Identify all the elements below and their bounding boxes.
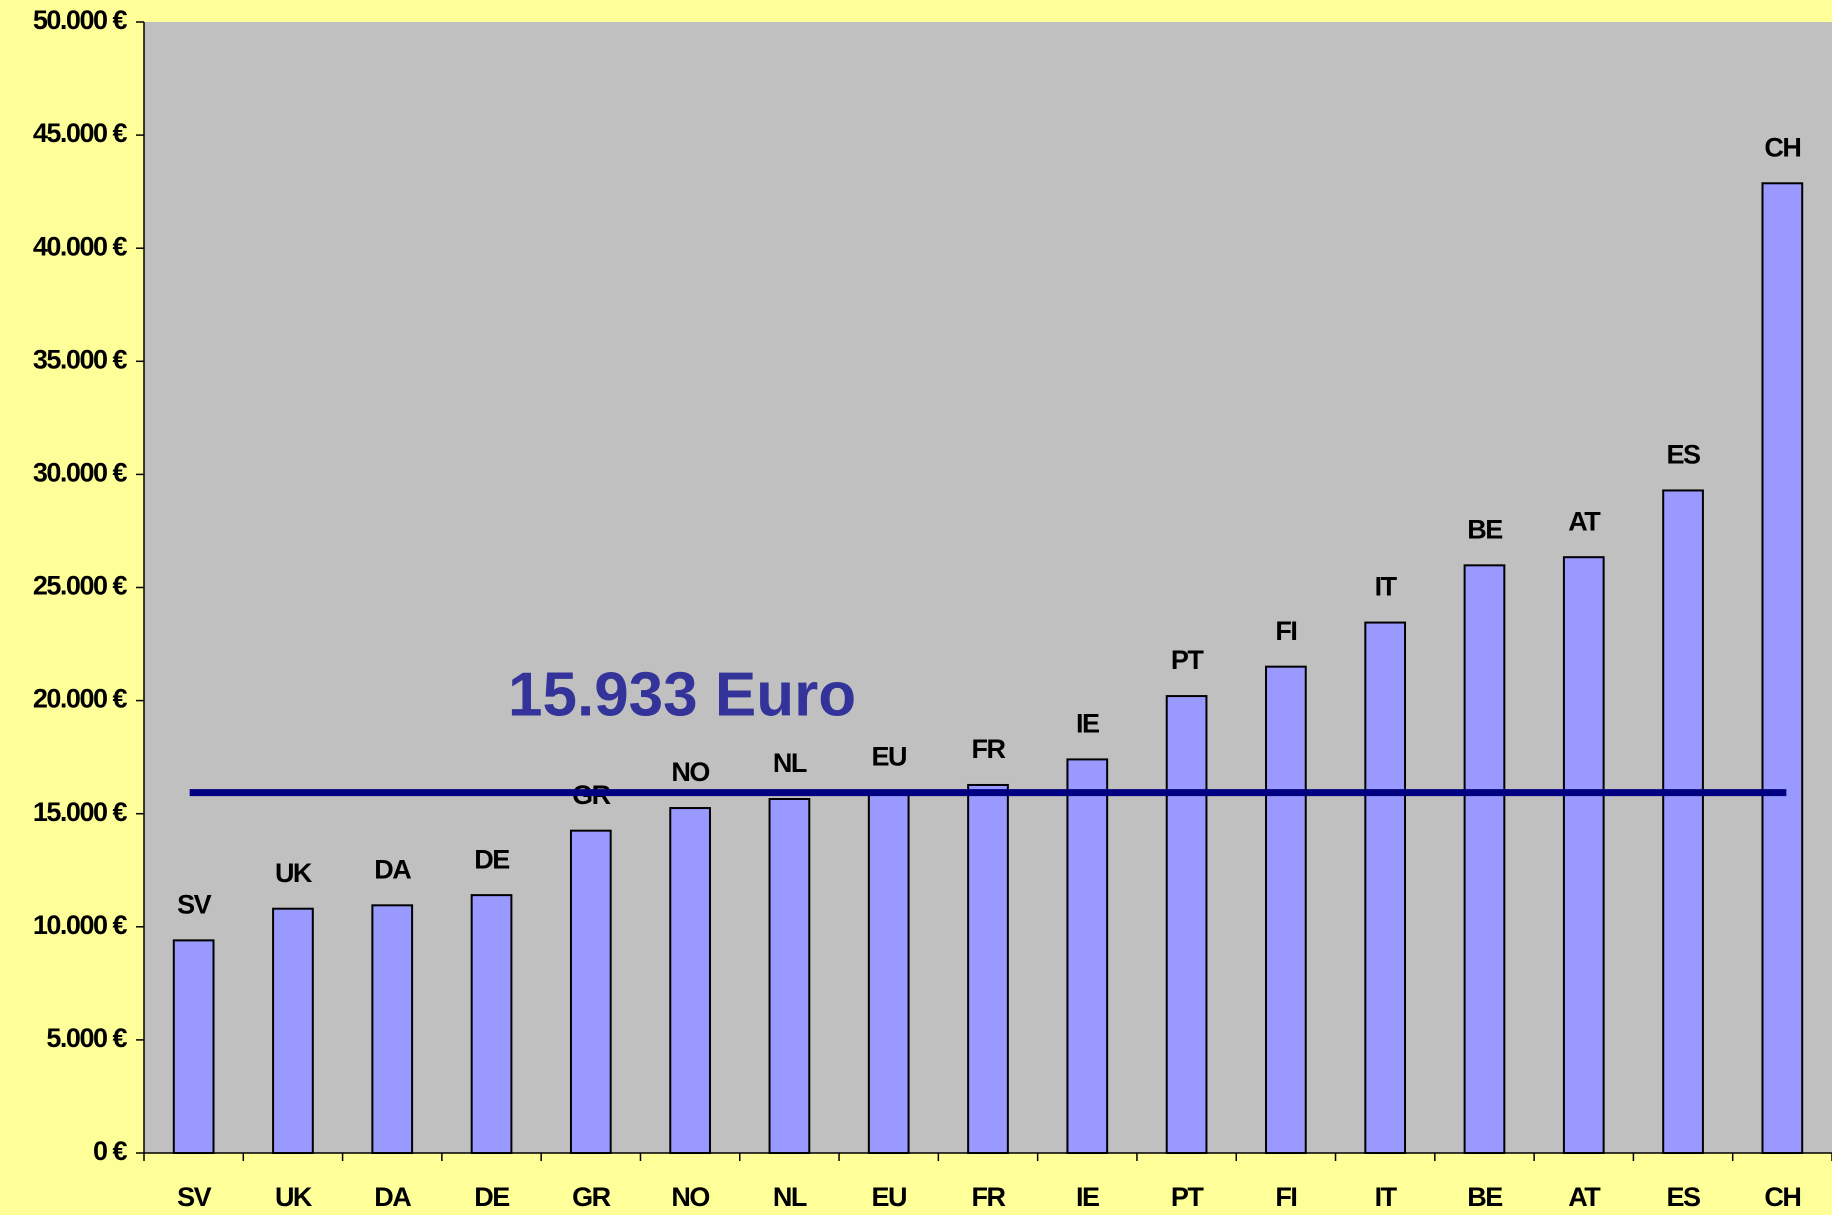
x-tick-label: CH (1764, 1182, 1800, 1212)
x-tick-label: GR (572, 1182, 611, 1212)
y-tick-label: 25.000 € (33, 571, 128, 601)
x-tick-label: UK (275, 1182, 313, 1212)
x-tick-label: DA (374, 1182, 411, 1212)
bar-label: IT (1375, 572, 1398, 602)
x-tick-label: IT (1375, 1182, 1398, 1212)
y-tick-label: 20.000 € (33, 684, 128, 714)
bar (470, 894, 513, 1155)
x-tick-label: DE (474, 1182, 509, 1212)
bar (1265, 665, 1307, 1154)
bar-label: NL (773, 748, 807, 778)
bar (768, 797, 811, 1154)
bar (569, 829, 612, 1154)
bar (1463, 564, 1506, 1154)
bar-label: NO (671, 757, 709, 787)
y-tick-label: 5.000 € (46, 1023, 127, 1053)
y-tick-label: 40.000 € (33, 231, 128, 261)
bar-label: IE (1076, 709, 1099, 739)
x-tick-label: NO (671, 1182, 709, 1212)
bar-label: DE (474, 844, 509, 874)
x-tick-label: IE (1076, 1182, 1099, 1212)
bar (867, 791, 910, 1154)
bar-label: DA (374, 854, 411, 884)
bar (1364, 621, 1407, 1154)
y-tick-label: 35.000 € (33, 344, 128, 374)
x-tick-label: FR (972, 1182, 1006, 1212)
x-tick-label: NL (773, 1182, 807, 1212)
bar (172, 939, 215, 1155)
bar-label: FR (972, 734, 1006, 764)
reference-label: 15.933 Euro (508, 660, 856, 729)
bar (1662, 489, 1704, 1154)
x-tick-label: FI (1275, 1182, 1296, 1212)
bar (669, 807, 711, 1154)
x-tick-label: AT (1568, 1182, 1601, 1212)
bar-label: CH (1764, 132, 1800, 162)
bar-label: BE (1467, 514, 1502, 544)
bar-label: AT (1568, 506, 1601, 536)
y-tick-label: 10.000 € (33, 910, 128, 940)
x-tick-label: EU (871, 1182, 906, 1212)
y-tick-label: 45.000 € (33, 118, 128, 148)
y-tick-label: 0 € (93, 1136, 128, 1166)
bar-label: PT (1171, 645, 1205, 675)
x-tick-label: PT (1171, 1182, 1205, 1212)
bar-label: EU (871, 742, 906, 772)
y-tick-label: 30.000 € (33, 458, 128, 488)
bar-label: ES (1667, 440, 1701, 470)
bar (1562, 556, 1605, 1154)
bar (1165, 695, 1208, 1154)
bar (1066, 758, 1109, 1154)
bar (967, 783, 1009, 1154)
x-tick-label: SV (177, 1182, 212, 1212)
bar (272, 907, 314, 1154)
y-tick-label: 50.000 € (33, 5, 128, 35)
bar (371, 904, 414, 1154)
x-tick-label: BE (1467, 1182, 1502, 1212)
y-tick-label: 15.000 € (33, 797, 128, 827)
bar (1761, 182, 1804, 1155)
bar-label: UK (275, 858, 313, 888)
bar-label: FI (1275, 616, 1296, 646)
bar-label: SV (177, 889, 212, 919)
x-tick-label: ES (1667, 1182, 1701, 1212)
